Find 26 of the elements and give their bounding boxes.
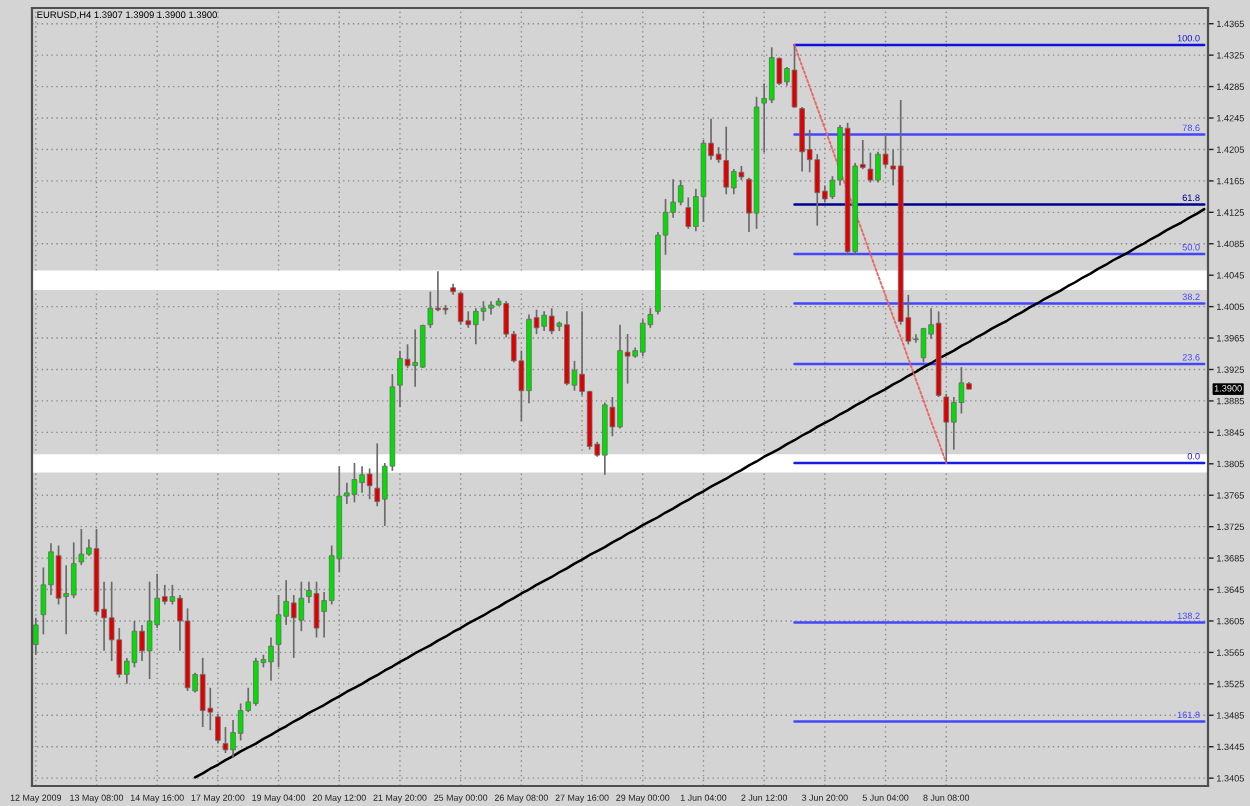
- line-series: [193, 207, 1206, 779]
- candlestick: [541, 310, 547, 332]
- candlestick: [473, 307, 479, 346]
- candlestick: [313, 580, 320, 639]
- candlestick: [397, 349, 403, 409]
- candlestick: [731, 168, 737, 196]
- line-series: [793, 43, 948, 464]
- candlestick: [33, 616, 39, 656]
- candlestick: [290, 594, 297, 659]
- candlestick: [374, 442, 380, 508]
- candlestick: [139, 624, 145, 662]
- candlestick: [268, 636, 274, 682]
- candlestick: [639, 318, 646, 357]
- candlestick: [253, 657, 259, 707]
- candlestick: [920, 327, 927, 364]
- candlestick: [215, 712, 221, 745]
- candlestick: [412, 328, 418, 388]
- candlestick: [351, 462, 358, 504]
- candlestick: [146, 580, 153, 680]
- candlestick: [548, 307, 555, 335]
- candlestick: [199, 657, 206, 728]
- candlestick: [875, 150, 881, 184]
- candlestick: [768, 46, 775, 104]
- candlestick: [359, 465, 365, 494]
- candlestick: [723, 125, 729, 196]
- candlestick: [457, 290, 464, 326]
